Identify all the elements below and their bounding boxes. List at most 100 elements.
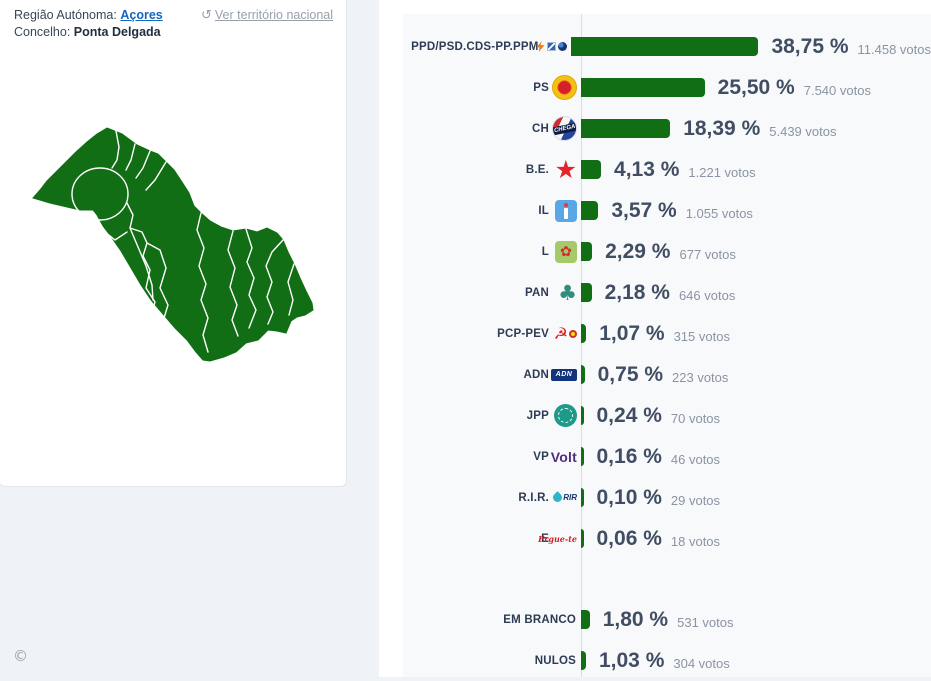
votes-value: 18 votos <box>670 533 721 549</box>
parish-boundary <box>135 150 151 179</box>
location-header: Região Autónoma: Açores Concelho: Ponta … <box>14 7 163 41</box>
cds-flag-icon <box>546 42 556 51</box>
party-logo-slot: ✿ <box>549 240 581 263</box>
party-logo-slot <box>549 75 581 100</box>
volt-logo-icon: Volt <box>550 448 577 465</box>
result-row: CH CHEGA 18,39 % 5.439 votos <box>403 108 931 149</box>
parish-boundary <box>227 230 239 337</box>
result-bar <box>581 365 585 384</box>
result-bar <box>581 283 592 302</box>
result-bar <box>581 488 584 507</box>
percent-value: 1,80 % <box>602 607 669 631</box>
chart-axis <box>581 14 582 677</box>
party-logo-slot: ☭ <box>549 325 581 342</box>
result-bar <box>581 201 599 220</box>
party-label: L <box>541 245 549 258</box>
party-label: PAN <box>524 286 549 299</box>
result-row: EM BRANCO 1,80 % 531 votos <box>403 599 931 640</box>
map-card: Região Autónoma: Açores Concelho: Ponta … <box>0 0 347 487</box>
municipality-line: Concelho: Ponta Delgada <box>14 24 163 41</box>
percent-value: 0,24 % <box>596 403 662 427</box>
party-label: B.E. <box>525 163 549 176</box>
national-territory-link[interactable]: ↺ Ver território nacional <box>201 8 333 23</box>
votes-value: 531 votos <box>677 614 734 630</box>
result-row: E Ergue-te 0,06 % 18 votos <box>403 518 931 559</box>
ps-logo-icon <box>552 75 577 100</box>
rir-drop-icon <box>551 491 565 504</box>
party-logo-slot: CHEGA <box>549 116 581 141</box>
party-label: JPP <box>526 409 549 422</box>
result-row: PS 25,50 % 7.540 votos <box>403 67 931 108</box>
votes-value: 46 votos <box>670 451 721 467</box>
il-dot-icon <box>564 202 568 207</box>
region-link[interactable]: Açores <box>120 8 163 22</box>
municipality-map[interactable] <box>0 0 347 487</box>
erguete-logo-icon: Ergue-te <box>538 533 577 544</box>
land-shape[interactable] <box>32 127 314 362</box>
result-bar <box>581 119 671 138</box>
livre-logo-icon: ✿ <box>555 240 577 263</box>
percent-value: 2,18 % <box>604 280 670 304</box>
party-label: R.I.R. <box>518 491 549 504</box>
pcp-pev-logo-icon: ☭ <box>554 325 577 342</box>
party-label: NULOS <box>534 654 576 667</box>
chega-band: CHEGA <box>553 121 576 136</box>
pan-logo-icon: ♣ <box>558 280 577 305</box>
party-logo-slot: ★ <box>549 154 581 184</box>
votes-value: 70 votos <box>670 410 721 426</box>
parish-boundary <box>265 239 284 325</box>
psd-cds-ppm-logo-icon <box>536 41 567 52</box>
result-bar <box>581 242 593 261</box>
jpp-logo-icon <box>554 404 577 427</box>
percent-value: 0,10 % <box>596 485 662 509</box>
votes-value: 223 votos <box>672 369 729 385</box>
result-bar <box>581 160 602 179</box>
parish-boundary <box>287 263 295 316</box>
rir-text: RIR <box>563 493 577 502</box>
percent-value: 1,03 % <box>598 648 665 672</box>
percent-value: 3,57 % <box>611 198 677 222</box>
region-line: Região Autónoma: Açores <box>14 7 163 24</box>
percent-value: 0,75 % <box>597 362 664 386</box>
votes-value: 29 votos <box>670 492 721 508</box>
party-label: PPD/PSD.CDS-PP.PPM <box>411 40 539 53</box>
parish-boundary <box>126 202 154 301</box>
party-logo-slot: Volt <box>549 449 581 465</box>
votes-value: 315 votos <box>673 328 730 344</box>
result-row: R.I.R. RIR 0,10 % 29 votos <box>403 477 931 518</box>
votes-value: 677 votos <box>679 246 736 262</box>
percent-value: 25,50 % <box>717 75 795 99</box>
party-label: PS <box>533 81 549 94</box>
ch-logo-icon: CHEGA <box>552 116 577 141</box>
municipality-label: Concelho: <box>14 25 71 39</box>
percent-value: 18,39 % <box>683 116 761 140</box>
votes-value: 5.439 votos <box>769 123 837 139</box>
result-row: ADN ADN 0,75 % 223 votos <box>403 354 931 395</box>
votes-value: 1.055 votos <box>685 205 753 221</box>
result-row: JPP 0,24 % 70 votos <box>403 395 931 436</box>
national-territory-label: Ver território nacional <box>214 8 334 22</box>
result-row: L ✿ 2,29 % 677 votos <box>403 231 931 272</box>
result-row: B.E. ★ 4,13 % 1.221 votos <box>403 149 931 190</box>
result-row: NULOS 1,03 % 304 votos <box>403 640 931 681</box>
result-bar <box>581 447 584 466</box>
party-logo-slot <box>549 199 581 222</box>
be-logo-icon: ★ <box>554 154 577 184</box>
party-label: E <box>541 532 549 545</box>
result-row: IL 3,57 % 1.055 votos <box>403 190 931 231</box>
party-label: EM BRANCO <box>503 613 576 626</box>
caldera-boundary <box>71 167 129 221</box>
party-logo-slot: Ergue-te <box>538 534 581 544</box>
votes-value: 646 votos <box>678 287 736 303</box>
result-bar <box>581 78 705 97</box>
votes-value: 11.458 votos <box>857 41 931 57</box>
party-label: ADN <box>523 368 549 381</box>
undo-icon: ↺ <box>201 8 212 23</box>
copyright-symbol: © <box>13 647 28 665</box>
parish-boundary <box>146 242 171 331</box>
psd-flash-icon <box>536 41 545 52</box>
parish-boundary <box>125 143 136 171</box>
parish-boundary <box>129 227 156 314</box>
percent-value: 1,07 % <box>599 321 665 345</box>
percent-value: 4,13 % <box>614 157 680 181</box>
